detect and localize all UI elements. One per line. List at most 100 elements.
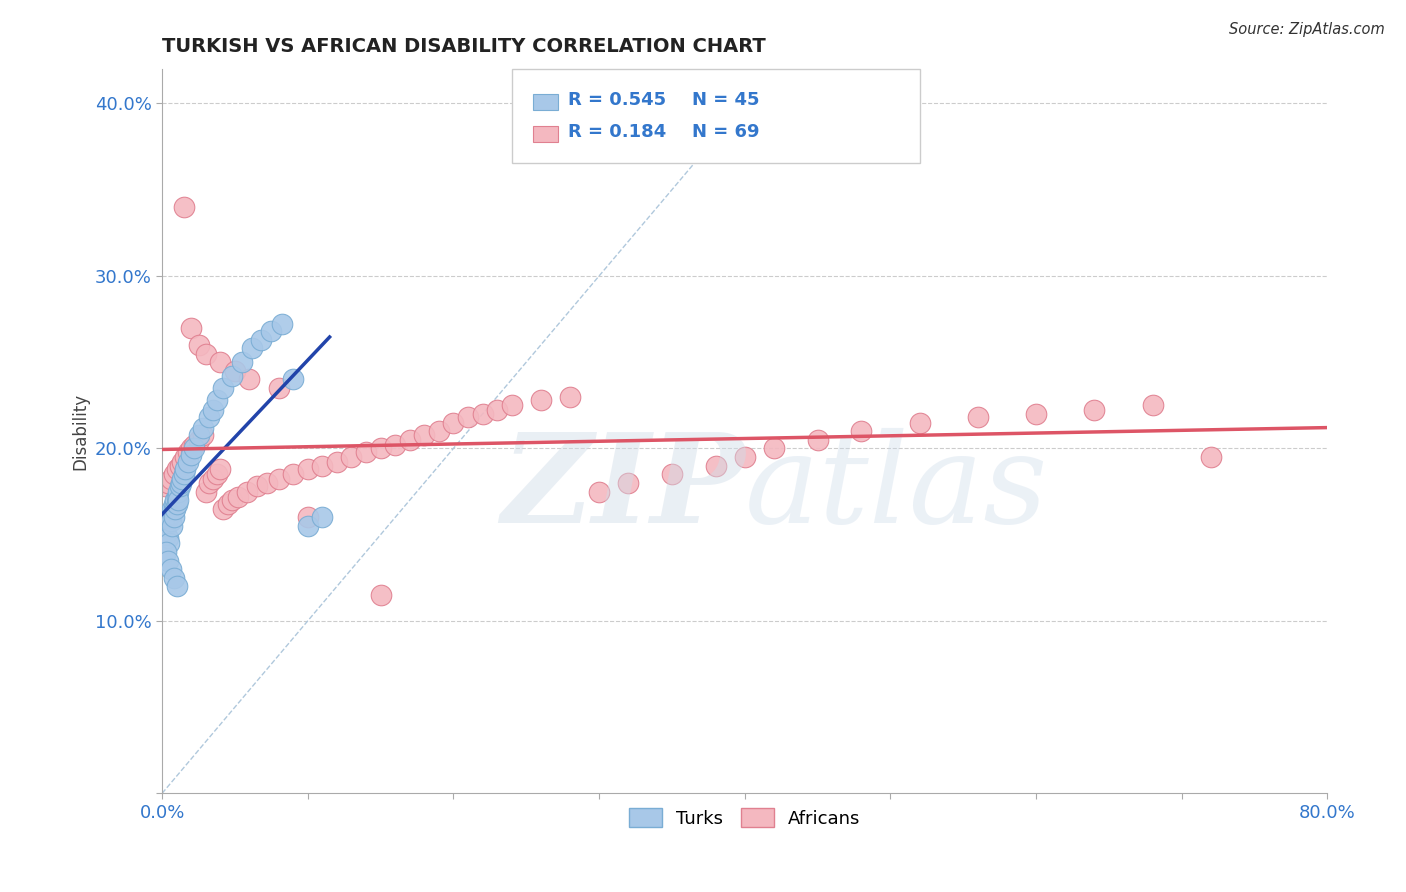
Point [173, 467, 195, 482]
Point [246, 479, 269, 493]
Point [398, 433, 420, 447]
Point [167, 484, 190, 499]
Point [187, 338, 209, 352]
Point [471, 407, 494, 421]
Point [163, 497, 186, 511]
Point [166, 579, 188, 593]
Point [166, 497, 188, 511]
Point [187, 433, 209, 447]
Point [238, 372, 260, 386]
Point [267, 472, 290, 486]
Point [183, 438, 205, 452]
Point [1025, 407, 1047, 421]
Point [530, 393, 553, 408]
Point [370, 442, 392, 456]
Point [267, 381, 290, 395]
Point [153, 519, 176, 533]
Point [180, 448, 202, 462]
Point [194, 484, 217, 499]
Point [202, 472, 225, 486]
Point [166, 462, 188, 476]
Text: ZIP: ZIP [501, 428, 745, 549]
Point [163, 467, 186, 482]
Point [260, 324, 283, 338]
Point [209, 462, 232, 476]
Point [177, 455, 200, 469]
Point [1199, 450, 1222, 464]
Point [370, 588, 392, 602]
Point [704, 458, 727, 473]
Point [250, 333, 273, 347]
Point [457, 410, 479, 425]
Point [172, 472, 194, 486]
Point [297, 462, 319, 476]
Point [224, 364, 246, 378]
Point [177, 445, 200, 459]
Point [734, 450, 756, 464]
Text: TURKISH VS AFRICAN DISABILITY CORRELATION CHART: TURKISH VS AFRICAN DISABILITY CORRELATIO… [162, 37, 766, 56]
Point [1142, 398, 1164, 412]
Point [165, 493, 187, 508]
Text: N = 45: N = 45 [692, 91, 759, 109]
Point [908, 416, 931, 430]
Point [661, 467, 683, 482]
Point [156, 475, 179, 490]
Point [807, 433, 830, 447]
Point [427, 424, 450, 438]
Point [169, 458, 191, 473]
Text: N = 69: N = 69 [692, 123, 759, 141]
Point [155, 545, 177, 559]
Text: Source: ZipAtlas.com: Source: ZipAtlas.com [1229, 22, 1385, 37]
Point [762, 442, 785, 456]
Point [157, 536, 180, 550]
Point [486, 403, 509, 417]
Text: atlas: atlas [745, 428, 1047, 549]
Point [187, 427, 209, 442]
Point [162, 501, 184, 516]
Point [173, 200, 195, 214]
Point [212, 501, 235, 516]
Point [226, 490, 249, 504]
Point [159, 472, 181, 486]
Point [242, 342, 264, 356]
Point [221, 493, 243, 508]
Point [231, 355, 253, 369]
Point [156, 553, 179, 567]
Point [197, 475, 219, 490]
Point [194, 346, 217, 360]
Point [165, 501, 187, 516]
Point [172, 455, 194, 469]
Point [558, 390, 581, 404]
Point [354, 445, 377, 459]
Point [588, 484, 610, 499]
Point [153, 479, 176, 493]
Point [617, 475, 640, 490]
Point [159, 514, 181, 528]
Point [283, 467, 305, 482]
Point [159, 507, 181, 521]
Point [166, 490, 188, 504]
Point [157, 510, 180, 524]
Point [326, 455, 349, 469]
Point [217, 497, 239, 511]
Point [441, 416, 464, 430]
Point [167, 493, 190, 508]
Point [297, 519, 319, 533]
Text: R = 0.545: R = 0.545 [568, 91, 666, 109]
Y-axis label: Disability: Disability [72, 392, 89, 470]
Point [1083, 403, 1105, 417]
Point [413, 427, 436, 442]
FancyBboxPatch shape [512, 69, 920, 163]
Point [209, 355, 232, 369]
Bar [533, 126, 558, 142]
Point [155, 527, 177, 541]
Point [207, 467, 229, 482]
Point [180, 320, 202, 334]
Point [191, 427, 214, 442]
Point [191, 420, 214, 434]
Point [170, 475, 193, 490]
Point [183, 442, 205, 456]
Point [159, 562, 181, 576]
Point [297, 510, 319, 524]
Point [156, 531, 179, 545]
